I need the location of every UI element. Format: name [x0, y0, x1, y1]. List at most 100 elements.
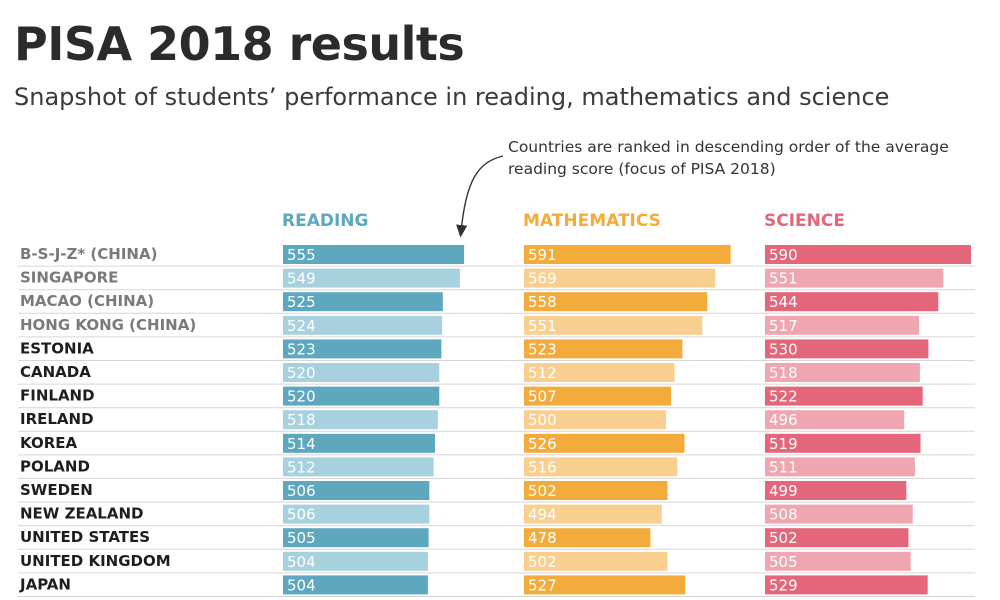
- bar-science: [765, 339, 929, 359]
- bar-science: [765, 504, 913, 524]
- table-row: CANADA 520 512 518: [18, 363, 975, 385]
- bar-mathematics: [524, 457, 678, 477]
- country-label: POLAND: [20, 457, 90, 475]
- bar-mathematics: [524, 268, 716, 288]
- bar-mathematics: [524, 292, 708, 312]
- value-label: 505: [287, 529, 316, 547]
- bar-mathematics: [524, 245, 731, 264]
- table-row: IRELAND 518 500 496: [18, 410, 975, 432]
- value-label: 526: [528, 435, 557, 453]
- bar-science: [765, 386, 923, 406]
- country-label: CANADA: [20, 363, 91, 381]
- value-label: 478: [528, 529, 557, 547]
- series-header-reading: READING: [282, 211, 368, 231]
- value-label: 502: [528, 482, 557, 500]
- value-label: 551: [769, 270, 798, 288]
- value-label: 502: [769, 529, 798, 547]
- bar-mathematics: [524, 386, 672, 406]
- table-row: MACAO (CHINA) 525 558 544: [18, 292, 975, 314]
- bar-science: [765, 528, 909, 548]
- value-label: 505: [769, 553, 798, 571]
- table-row: HONG KONG (CHINA) 524 551 517: [18, 315, 975, 338]
- bar-mathematics: [524, 433, 685, 453]
- bar-science: [765, 551, 911, 571]
- country-label: B-S-J-Z* (CHINA): [20, 245, 157, 263]
- bar-science: [765, 433, 921, 453]
- bar-mathematics: [524, 504, 662, 524]
- series-headers: READING MATHEMATICS SCIENCE: [282, 211, 845, 231]
- bar-science: [765, 481, 907, 500]
- value-label: 508: [769, 506, 798, 524]
- table-row: JAPAN 504 527 529: [18, 575, 975, 597]
- value-label: 502: [528, 553, 557, 571]
- bar-mathematics: [524, 575, 686, 595]
- value-label: 496: [769, 411, 798, 429]
- value-label: 516: [528, 458, 557, 476]
- table-row: B-S-J-Z* (CHINA) 555 591 590: [18, 245, 975, 267]
- bar-reading: [283, 245, 465, 264]
- bar-mathematics: [524, 528, 651, 548]
- value-label: 549: [287, 270, 316, 288]
- table-row: UNITED STATES 505 478 502: [18, 528, 975, 550]
- value-label: 558: [528, 293, 557, 311]
- value-label: 519: [769, 435, 798, 453]
- country-label: NEW ZEALAND: [20, 505, 143, 523]
- country-label: SINGAPORE: [20, 269, 118, 287]
- table-row: NEW ZEALAND 506 494 508: [18, 504, 975, 527]
- value-label: 512: [287, 458, 316, 476]
- value-label: 494: [528, 506, 557, 524]
- table-row: UNITED KINGDOM 504 502 505: [18, 551, 975, 574]
- value-label: 504: [287, 553, 316, 571]
- value-label: 520: [287, 388, 316, 406]
- value-label: 524: [287, 317, 316, 335]
- value-label: 555: [287, 246, 316, 264]
- country-label: HONG KONG (CHINA): [20, 316, 196, 334]
- country-label: MACAO (CHINA): [20, 292, 154, 310]
- bar-science: [765, 457, 915, 477]
- value-label: 523: [528, 340, 557, 358]
- bar-reading: [283, 433, 436, 453]
- value-label: 544: [769, 293, 798, 311]
- bar-reading: [283, 292, 443, 312]
- bar-reading: [283, 457, 434, 477]
- bar-mathematics: [524, 339, 683, 359]
- bar-mathematics: [524, 551, 668, 571]
- bar-science: [765, 292, 939, 312]
- bar-reading: [283, 575, 428, 595]
- bar-science: [765, 315, 920, 335]
- bar-reading: [283, 268, 460, 288]
- country-label: KOREA: [20, 434, 77, 452]
- table-row: FINLAND 520 507 522: [18, 386, 975, 409]
- country-label: IRELAND: [20, 410, 94, 428]
- bar-reading: [283, 339, 442, 359]
- value-label: 520: [287, 364, 316, 382]
- value-label: 527: [528, 576, 557, 594]
- bar-science: [765, 245, 971, 264]
- chart-subtitle: Snapshot of students’ performance in rea…: [14, 83, 890, 111]
- country-label: FINLAND: [20, 387, 95, 405]
- bar-science: [765, 410, 905, 430]
- value-label: 525: [287, 293, 316, 311]
- table-row: KOREA 514 526 519: [18, 433, 975, 456]
- value-label: 514: [287, 435, 316, 453]
- country-label: SWEDEN: [20, 481, 93, 499]
- value-label: 512: [528, 364, 557, 382]
- table-row: SINGAPORE 549 569 551: [18, 268, 975, 291]
- bar-mathematics: [524, 481, 668, 500]
- series-header-science: SCIENCE: [764, 211, 845, 231]
- country-label: UNITED STATES: [20, 528, 150, 546]
- bar-science: [765, 575, 928, 595]
- value-label: 518: [769, 364, 798, 382]
- bar-reading: [283, 528, 429, 548]
- country-label: UNITED KINGDOM: [20, 552, 171, 570]
- country-label: JAPAN: [19, 575, 71, 593]
- table-row: POLAND 512 516 511: [18, 457, 975, 479]
- table-row: SWEDEN 506 502 499: [18, 481, 975, 503]
- bar-reading: [283, 504, 430, 524]
- value-label: 507: [528, 388, 557, 406]
- value-label: 529: [769, 576, 798, 594]
- value-label: 499: [769, 482, 798, 500]
- bar-reading: [283, 363, 440, 382]
- value-label: 511: [769, 458, 798, 476]
